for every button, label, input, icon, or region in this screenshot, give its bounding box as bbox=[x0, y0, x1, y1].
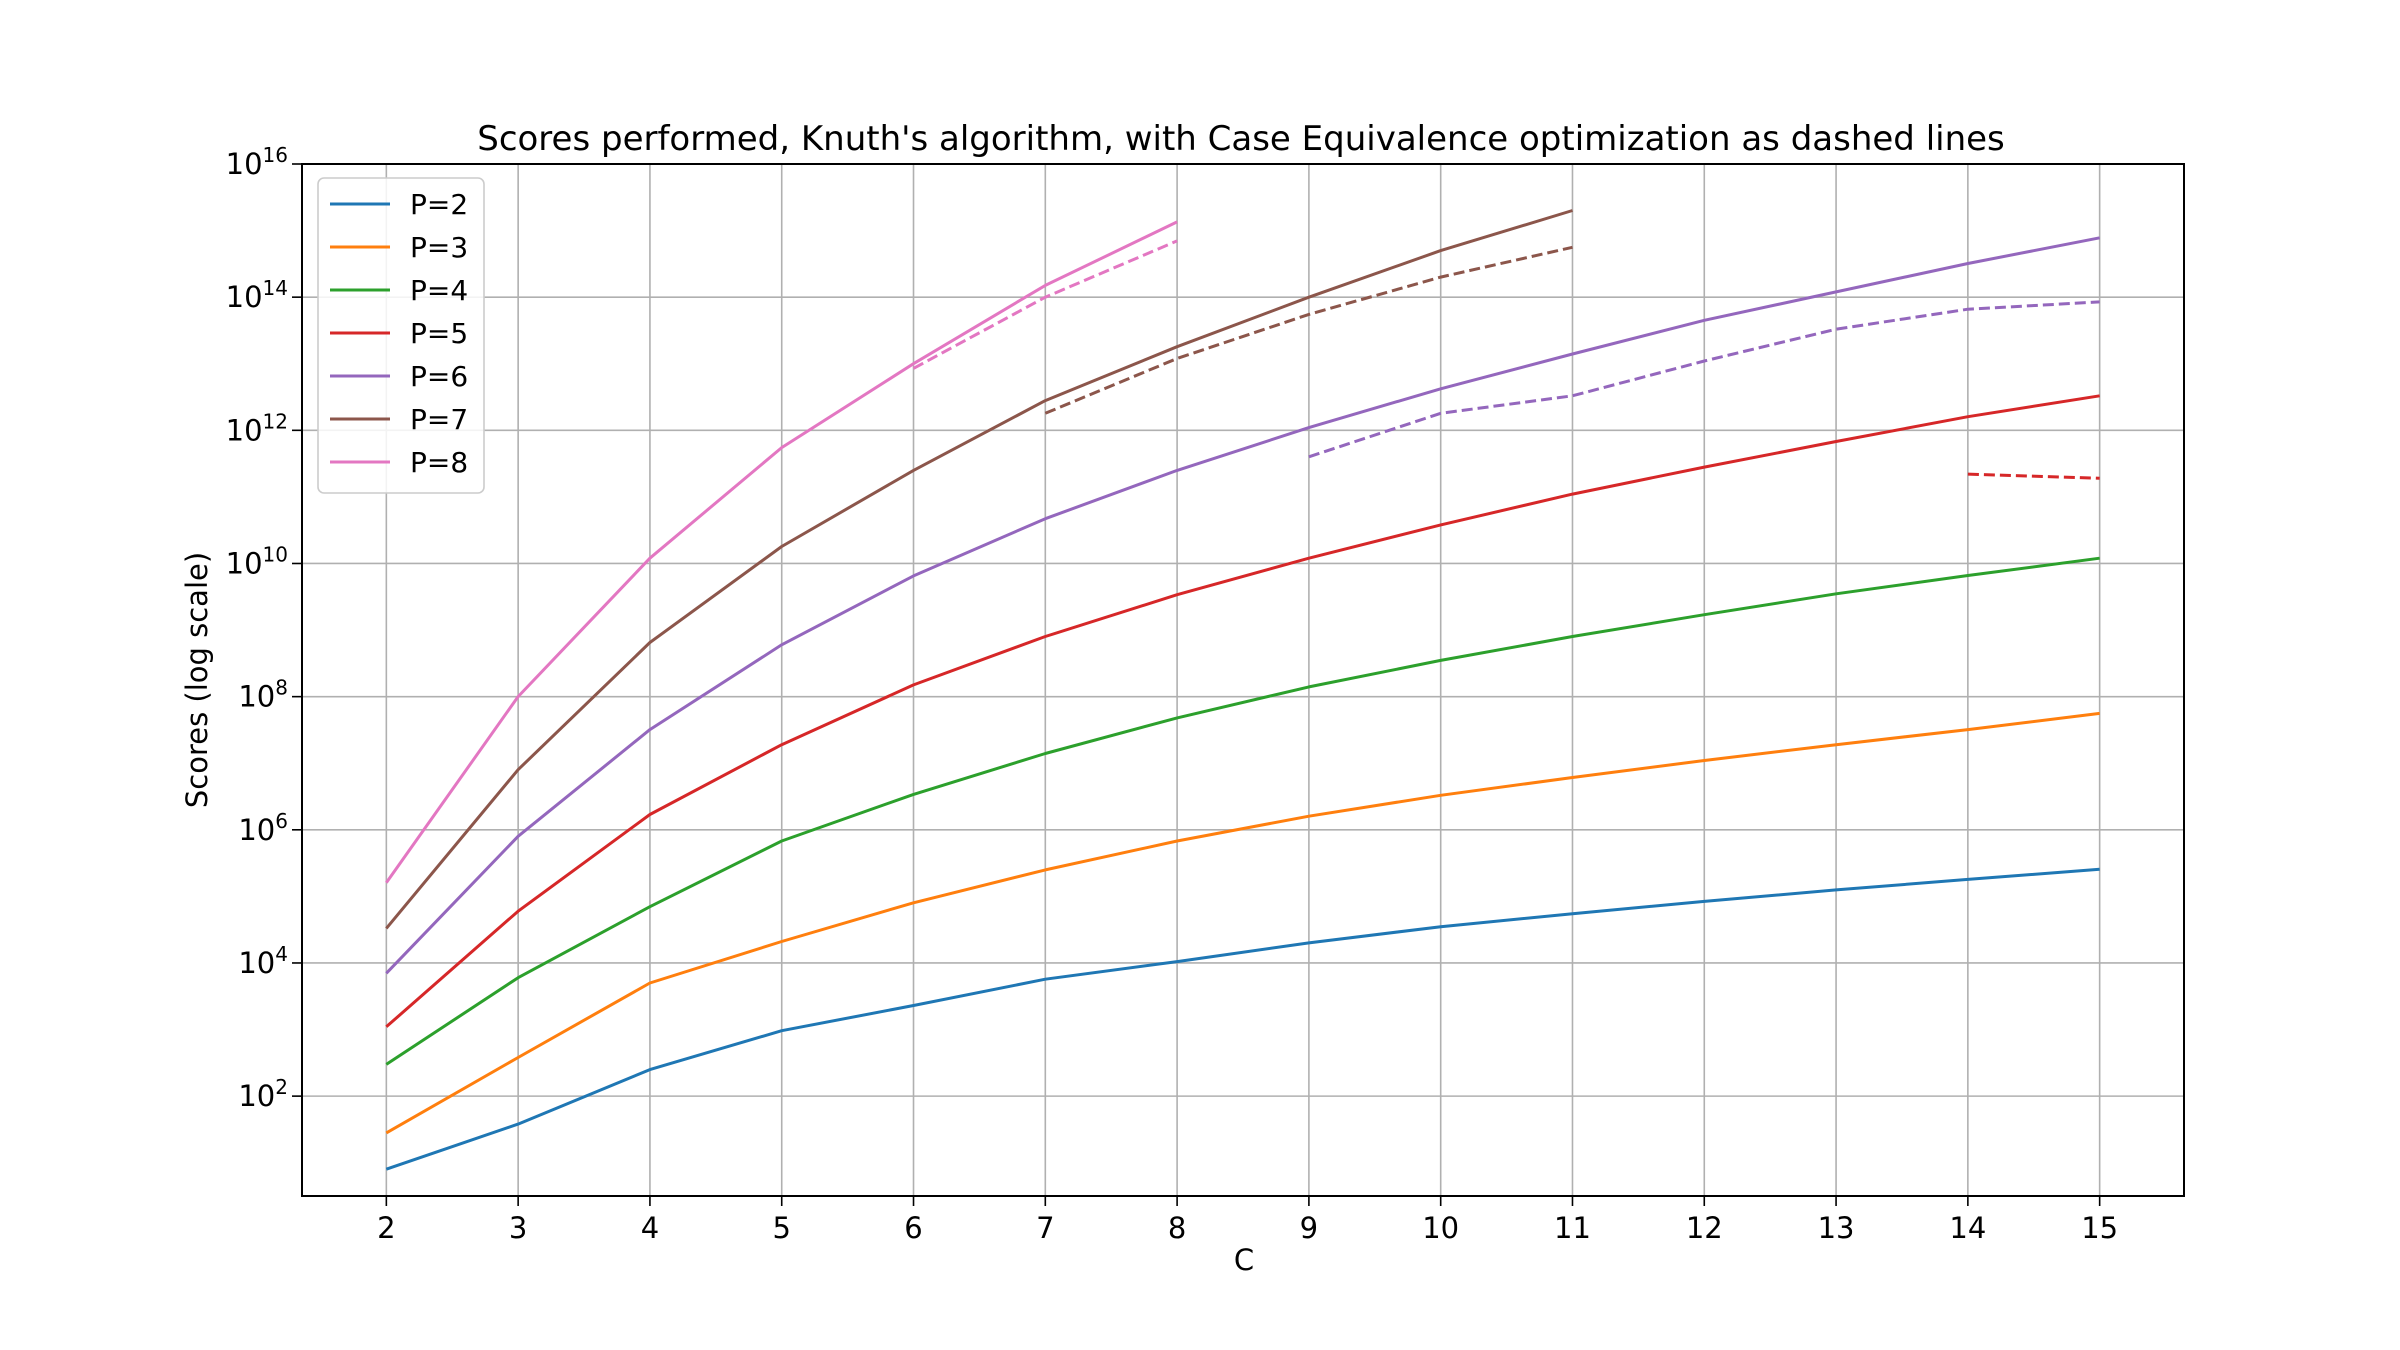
x-axis-ticks: 2 3 4 5 6 7 8 9 10 11 12 13 14 15 bbox=[377, 1196, 2118, 1245]
x-tick-label: 3 bbox=[509, 1211, 527, 1245]
legend-label: P=7 bbox=[410, 403, 468, 436]
x-tick-label: 13 bbox=[1818, 1211, 1855, 1245]
y-tick-exponent: 10 bbox=[263, 542, 288, 566]
series-p-4-line bbox=[385, 556, 2100, 1066]
y-tick-label: 104 bbox=[238, 942, 288, 980]
x-tick-label: 5 bbox=[772, 1211, 790, 1245]
y-tick-base: 10 bbox=[238, 1079, 275, 1113]
x-tick-label: 7 bbox=[1036, 1211, 1054, 1245]
plot-frame bbox=[301, 163, 2185, 1197]
y-tick-exponent: 4 bbox=[275, 942, 288, 966]
x-axis-label: C bbox=[1234, 1243, 1254, 1277]
y-tick-base: 10 bbox=[226, 147, 263, 181]
y-tick-exponent: 6 bbox=[275, 809, 288, 833]
legend-label: P=4 bbox=[410, 274, 468, 307]
y-tick-exponent: 14 bbox=[263, 276, 288, 300]
legend-label: P=3 bbox=[410, 231, 468, 264]
x-tick-label: 6 bbox=[904, 1211, 922, 1245]
y-tick-base: 10 bbox=[226, 413, 263, 447]
y-tick-label: 1014 bbox=[226, 276, 288, 314]
series-optimized-dashed-line bbox=[912, 239, 1178, 370]
x-tick-label: 2 bbox=[377, 1211, 395, 1245]
x-tick-label: 15 bbox=[2081, 1211, 2118, 1245]
legend-label: P=8 bbox=[410, 446, 468, 479]
y-tick-base: 10 bbox=[238, 680, 275, 714]
series-p-6-line bbox=[385, 236, 2100, 975]
series-optimized-dashed-line bbox=[1044, 245, 1573, 415]
series-p-8-line bbox=[385, 220, 1178, 884]
y-tick-exponent: 8 bbox=[275, 676, 288, 700]
y-axis-label: Scores (log scale) bbox=[180, 552, 214, 808]
y-tick-base: 10 bbox=[226, 546, 263, 580]
x-tick-label: 11 bbox=[1554, 1211, 1591, 1245]
y-tick-label: 1010 bbox=[226, 542, 288, 580]
series-optimized-dashed-line bbox=[1967, 472, 2100, 480]
y-tick-label: 1016 bbox=[226, 143, 288, 181]
y-tick-base: 10 bbox=[238, 946, 275, 980]
series-lines bbox=[385, 209, 2100, 1171]
y-tick-label: 102 bbox=[238, 1075, 288, 1113]
y-tick-label: 1012 bbox=[226, 409, 288, 447]
y-tick-label: 106 bbox=[238, 809, 288, 847]
series-p-3-line bbox=[385, 711, 2100, 1135]
series-p-2-line bbox=[385, 867, 2100, 1171]
legend-label: P=6 bbox=[410, 360, 468, 393]
y-tick-exponent: 16 bbox=[263, 143, 288, 167]
legend-label: P=5 bbox=[410, 317, 468, 350]
legend-label: P=2 bbox=[410, 188, 468, 221]
series-optimized-dashed-line bbox=[1308, 300, 2100, 459]
x-tick-label: 9 bbox=[1300, 1211, 1318, 1245]
series-p-5-line bbox=[385, 394, 2100, 1028]
x-tick-label: 8 bbox=[1168, 1211, 1186, 1245]
y-tick-base: 10 bbox=[238, 813, 275, 847]
x-tick-label: 10 bbox=[1422, 1211, 1459, 1245]
legend-box bbox=[317, 177, 485, 494]
x-tick-label: 14 bbox=[1949, 1211, 1986, 1245]
x-tick-label: 12 bbox=[1686, 1211, 1723, 1245]
x-tick-label: 4 bbox=[641, 1211, 659, 1245]
series-p-7-line bbox=[385, 209, 1573, 930]
y-tick-exponent: 12 bbox=[263, 409, 288, 433]
legend: P=2 P=3 P=4 P=5 P=6 P=7 P=8 bbox=[317, 177, 485, 494]
chart-title: Scores performed, Knuth's algorithm, wit… bbox=[477, 119, 2005, 159]
y-tick-base: 10 bbox=[226, 280, 263, 314]
y-tick-exponent: 2 bbox=[275, 1075, 288, 1099]
y-tick-label: 108 bbox=[238, 676, 288, 714]
